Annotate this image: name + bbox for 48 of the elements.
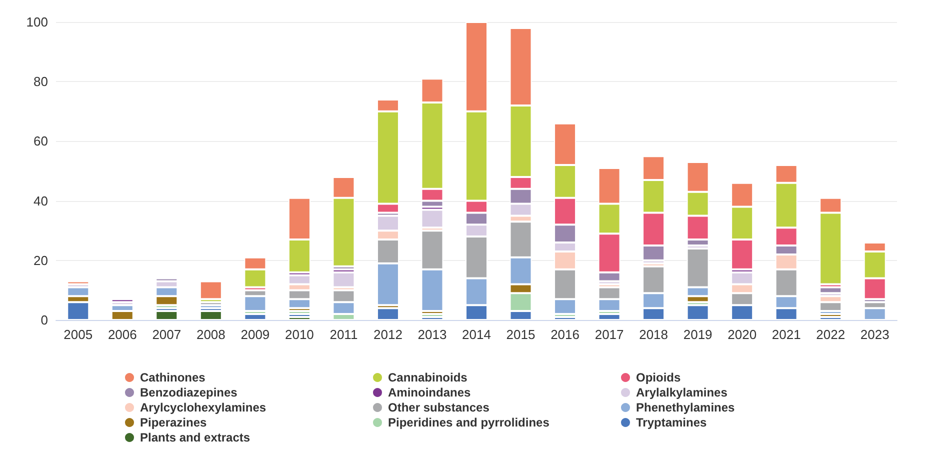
x-tick-label: 2006: [108, 327, 137, 342]
bar: [200, 281, 222, 300]
x-tick-label: 2022: [816, 327, 846, 342]
x-tick-label: 2023: [860, 327, 890, 342]
x-tick-label: 2013: [418, 327, 447, 342]
y-tick-label: 80: [34, 74, 48, 90]
legend-label: Arylalkylamines: [636, 386, 728, 400]
legend-label: Cathinones: [140, 370, 206, 384]
x-tick-label: 2019: [683, 327, 712, 342]
x-tick-label: 2010: [284, 327, 314, 342]
x-tick-label: 2017: [594, 327, 624, 342]
x-tick-label: 2005: [64, 327, 93, 342]
x-tick-label: 2015: [506, 327, 536, 342]
legend-label: Piperazines: [140, 416, 208, 430]
legend-label: Cannabinoids: [388, 370, 468, 384]
y-tick-label: 60: [34, 134, 48, 149]
x-tick-label: 2007: [152, 327, 182, 342]
bar: [820, 287, 842, 294]
x-tick-label: 2021: [772, 327, 801, 342]
x-tick-label: 2018: [639, 327, 668, 342]
x-tick-label: 2012: [374, 327, 402, 342]
legend-label: Tryptamines: [636, 416, 708, 430]
legend-label: Plants and extracts: [140, 430, 250, 444]
bar: [376, 308, 399, 320]
x-tick-label: 2016: [550, 327, 580, 342]
y-tick-label: 20: [34, 252, 48, 268]
legend-label: Arylcyclohexylamines: [140, 400, 266, 414]
x-tick-label: 2009: [240, 327, 270, 342]
y-tick-label: 0: [40, 312, 48, 328]
legend-label: Benzodiazepines: [140, 386, 238, 400]
x-tick-label: 2011: [330, 327, 358, 342]
legend-label: Phenethylamines: [636, 400, 736, 414]
bar: [332, 272, 355, 288]
bar: [598, 314, 620, 320]
bar: [244, 314, 266, 320]
bar: [156, 311, 178, 320]
legend-label: Opioids: [636, 370, 681, 384]
y-tick-label: 100: [26, 14, 48, 30]
legend-label: Other substances: [388, 400, 490, 414]
bar: [200, 311, 222, 320]
x-tick-label: 2020: [728, 327, 757, 342]
bar: [686, 305, 709, 320]
x-tick-label: 2014: [462, 327, 491, 342]
x-tick-label: 2008: [196, 327, 226, 342]
y-tick-label: 40: [34, 193, 48, 208]
legend-label: Piperidines and pyrrolidines: [388, 416, 550, 430]
bar: [421, 210, 444, 228]
legend-label: Aminoindanes: [388, 386, 471, 400]
